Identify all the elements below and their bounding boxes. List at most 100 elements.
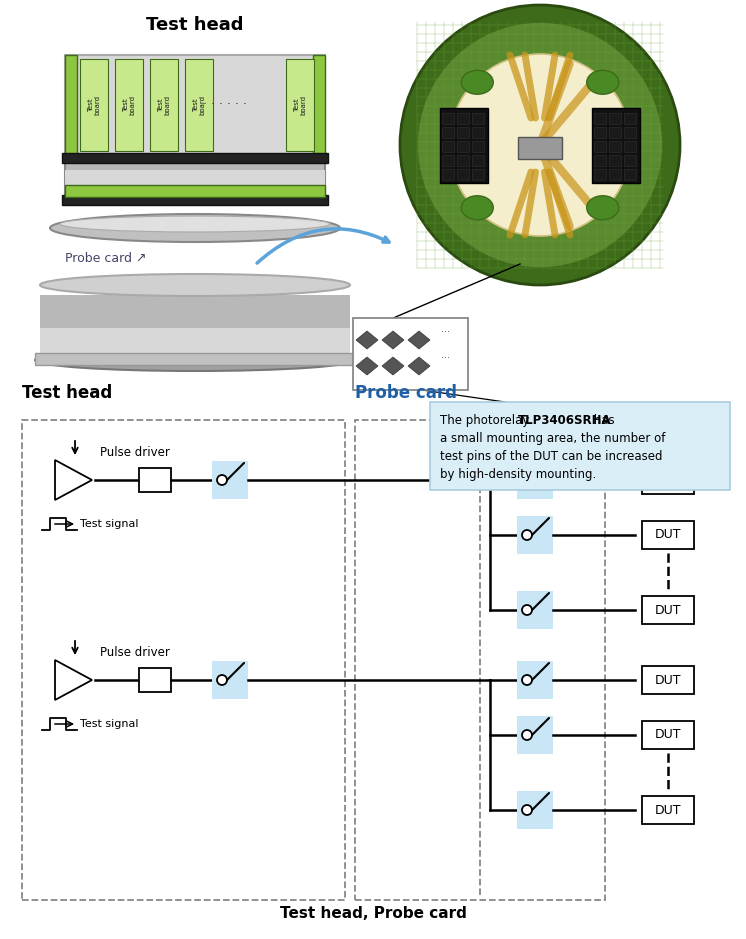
Bar [139, 668, 171, 692]
Ellipse shape [35, 349, 355, 371]
Text: Test
board: Test board [294, 95, 307, 115]
Bar [185, 59, 213, 151]
Text: DUT: DUT [655, 529, 681, 542]
Bar [642, 596, 694, 624]
Bar [594, 127, 606, 137]
Text: Probe card: Probe card [355, 384, 457, 402]
Bar [624, 155, 636, 165]
Circle shape [417, 22, 663, 269]
Bar [40, 328, 350, 360]
Text: The photorelay: The photorelay [440, 414, 533, 427]
Bar [472, 127, 484, 137]
Bar [457, 113, 469, 124]
Circle shape [522, 805, 532, 815]
Polygon shape [356, 357, 378, 375]
Text: a small mounting area, the number of: a small mounting area, the number of [440, 432, 665, 445]
Bar [517, 461, 553, 499]
Circle shape [522, 730, 532, 740]
Text: Test head: Test head [146, 16, 244, 34]
Bar [457, 127, 469, 137]
Bar [35, 353, 355, 365]
Text: Test head, Probe card: Test head, Probe card [280, 906, 466, 921]
Text: Test
board: Test board [157, 95, 170, 115]
Bar [642, 796, 694, 824]
Text: Pulse driver: Pulse driver [100, 445, 170, 458]
Bar [517, 661, 553, 699]
Polygon shape [55, 460, 92, 500]
Bar [65, 55, 77, 155]
Text: DUT: DUT [655, 729, 681, 742]
Bar [430, 402, 730, 490]
Bar [65, 185, 325, 197]
Ellipse shape [60, 216, 330, 232]
Circle shape [522, 475, 532, 485]
Circle shape [522, 675, 532, 685]
Bar [442, 168, 454, 179]
Text: has: has [590, 414, 615, 427]
Bar [472, 113, 484, 124]
Bar [353, 318, 468, 390]
Bar [313, 55, 325, 155]
Bar [624, 141, 636, 151]
Text: DUT: DUT [655, 673, 681, 686]
Circle shape [449, 54, 631, 236]
Bar [594, 155, 606, 165]
Circle shape [217, 675, 227, 685]
Bar [517, 791, 553, 829]
Circle shape [217, 475, 227, 485]
Ellipse shape [586, 70, 618, 94]
Bar [150, 59, 178, 151]
Text: Test head: Test head [22, 384, 112, 402]
Text: DUT: DUT [655, 804, 681, 817]
Text: test pins of the DUT can be increased: test pins of the DUT can be increased [440, 450, 662, 463]
Bar [286, 59, 314, 151]
Bar [517, 591, 553, 629]
Bar [457, 141, 469, 151]
Text: DUT: DUT [655, 604, 681, 617]
Text: Test
board: Test board [88, 95, 100, 115]
Text: by high-density mounting.: by high-density mounting. [440, 468, 596, 481]
Bar [22, 420, 345, 900]
Bar [355, 420, 605, 900]
Bar [212, 661, 248, 699]
Bar [62, 195, 328, 205]
Bar [457, 168, 469, 179]
Bar [594, 168, 606, 179]
Bar [518, 137, 562, 159]
Bar [457, 155, 469, 165]
Text: Test
board: Test board [192, 95, 205, 115]
Polygon shape [356, 331, 378, 349]
Bar [442, 155, 454, 165]
Bar [609, 113, 621, 124]
Bar [472, 168, 484, 179]
Bar [517, 516, 553, 554]
Bar [517, 716, 553, 754]
Bar [642, 666, 694, 694]
Bar [642, 521, 694, 549]
Text: Test
board: Test board [123, 95, 135, 115]
Bar [609, 141, 621, 151]
Text: ···: ··· [440, 327, 450, 337]
Bar [65, 55, 325, 155]
Polygon shape [55, 660, 92, 700]
Bar [442, 127, 454, 137]
Bar [609, 168, 621, 179]
Bar [442, 113, 454, 124]
Bar [624, 127, 636, 137]
Bar [40, 295, 350, 360]
Polygon shape [382, 331, 404, 349]
Polygon shape [408, 357, 430, 375]
Text: Probe card ↗: Probe card ↗ [65, 252, 146, 265]
Bar [440, 107, 488, 182]
Text: ···: ··· [440, 353, 450, 363]
Text: DUT: DUT [655, 473, 681, 486]
Polygon shape [382, 357, 404, 375]
Text: Pulse driver: Pulse driver [100, 645, 170, 658]
Bar [115, 59, 143, 151]
Bar [642, 721, 694, 749]
Bar [624, 113, 636, 124]
Text: Test signal: Test signal [80, 519, 139, 529]
Circle shape [522, 530, 532, 540]
Circle shape [400, 5, 680, 285]
Bar [442, 141, 454, 151]
